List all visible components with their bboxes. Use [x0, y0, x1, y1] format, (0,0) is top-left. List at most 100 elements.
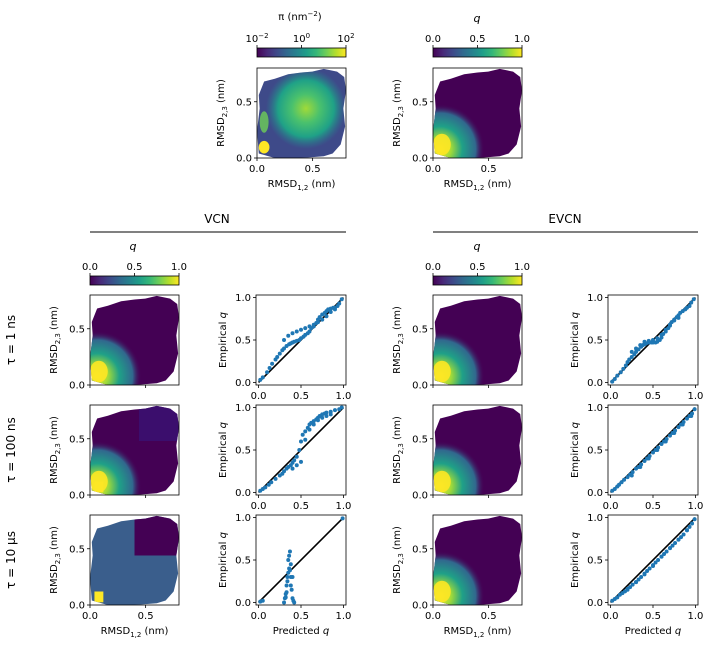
heatmap-peak	[433, 133, 451, 156]
scatter-point	[303, 437, 308, 442]
scatter-point	[692, 407, 697, 412]
colorbar-tick-label: 0.5	[470, 262, 486, 273]
scatter-point	[630, 470, 635, 475]
scatter-point	[630, 582, 635, 587]
colorbar-gradient	[432, 47, 523, 58]
scatter-point	[634, 346, 639, 351]
scatter-point	[672, 318, 677, 323]
scatter-point	[286, 558, 291, 562]
colorbar-gradient	[256, 47, 347, 58]
scatter-point	[676, 425, 681, 430]
scatter-point	[299, 439, 303, 444]
heatmap-peak	[433, 580, 451, 603]
scatter-point	[628, 585, 633, 590]
scatter-point	[659, 442, 664, 447]
scatter-point	[638, 464, 643, 469]
heatmap-field	[90, 405, 179, 495]
heatmap-peak	[259, 111, 269, 133]
scatter-point	[307, 329, 312, 334]
q-colorbar-title: q	[474, 12, 481, 25]
scatter-point	[681, 532, 686, 537]
tau-label-1: τ = 100 ns	[4, 417, 18, 482]
heatmap-block	[94, 481, 104, 493]
scatter-point	[287, 568, 292, 573]
y-tick-label: 0.5	[412, 324, 428, 335]
scatter-point	[655, 336, 660, 341]
scatter-point	[297, 448, 302, 452]
colorbar-tick-label: 0.5	[470, 34, 486, 45]
scatter-point	[673, 541, 678, 546]
scatter-point	[653, 560, 658, 565]
colorbar-tick-label: 0.5	[127, 262, 143, 273]
q-heatmap: 0.00.0 0.5 0.5 RMSD2,3 (nm) RMSD1,2 (nm)	[392, 67, 523, 192]
y-tick-label: 0.0	[69, 381, 85, 392]
scatter-point	[294, 463, 299, 468]
scatter-point	[634, 349, 639, 354]
y-tick-label: 0.5	[235, 556, 251, 567]
y-tick-label: 0.5	[69, 324, 85, 335]
heatmap-peak	[433, 360, 451, 383]
scatter-point	[328, 309, 333, 314]
heatmap-field	[90, 295, 179, 385]
scatter-point	[612, 377, 617, 382]
vcn-colorbar-title: q	[130, 240, 137, 253]
y-tick-label: 0.5	[412, 97, 428, 108]
evcn-colorbar-title: q	[474, 240, 481, 253]
y-tick-label: 0.0	[587, 488, 603, 499]
scatter-point	[684, 416, 689, 421]
y-tick-label: 1.0	[587, 293, 603, 304]
scatter-point	[324, 414, 329, 419]
x-tick-label: 1.0	[335, 391, 351, 402]
vcn-scatter-1: 0.00.0 0.5 0.5 1.0 1.0 Empirical q	[218, 403, 351, 512]
scatter-point	[320, 317, 325, 322]
scatter-point	[290, 574, 295, 579]
x-tick-label: 0.5	[645, 391, 661, 402]
scatter-point	[651, 563, 655, 568]
y-tick-label: 0.0	[587, 598, 603, 609]
heatmap-peak	[90, 360, 108, 383]
heatmap-peak	[258, 140, 270, 154]
scatter-point	[311, 422, 316, 427]
evcn-heatmap-1: 0.0 0.5 RMSD2,3 (nm)	[392, 404, 523, 502]
scatter-point	[663, 439, 668, 444]
y-tick-label: 0.0	[235, 378, 251, 389]
y-tick-label: 1.0	[235, 513, 251, 524]
scatter-point	[294, 329, 299, 334]
scatter-point	[691, 297, 696, 302]
x-tick-label: 0.5	[305, 164, 321, 175]
scatter-point	[267, 366, 272, 371]
scatter-point	[299, 459, 303, 464]
scatter-point	[687, 524, 692, 529]
x-tick-label: 0.5	[293, 611, 309, 622]
scatter-point	[300, 432, 305, 437]
y-tick-label: 0.0	[412, 601, 428, 612]
scatter-point	[625, 587, 630, 592]
scatter-point	[283, 595, 288, 600]
y-tick-label: 0.5	[587, 336, 603, 347]
evcn-header: EVCN	[548, 212, 581, 226]
scatter-point	[659, 332, 664, 337]
heatmap-peak	[433, 470, 451, 493]
x-tick-label: 1.0	[687, 391, 703, 402]
pi-colorbar-title: π (nm−2)	[278, 10, 322, 23]
heatmap-field	[433, 515, 522, 605]
x-tick-label: 0.0	[603, 391, 619, 402]
scatter-point	[680, 422, 685, 427]
scatter-point	[286, 333, 291, 338]
scatter-point	[642, 459, 647, 464]
y-tick-label: 0.5	[412, 434, 428, 445]
scatter-point	[260, 375, 265, 380]
y-tick-label: 1.0	[587, 403, 603, 414]
colorbar-tick-label: 1.0	[514, 262, 530, 273]
scatter-point	[618, 370, 623, 375]
scatter-point	[646, 338, 651, 343]
scatter-point	[339, 405, 344, 410]
x-tick-label: 0.5	[481, 164, 497, 175]
scatter-point	[627, 357, 632, 362]
scatter-point	[667, 546, 672, 551]
heatmap-blob	[257, 68, 346, 158]
heatmap-block	[134, 515, 179, 556]
scatter-point	[619, 480, 624, 485]
x-tick-label: 0.5	[481, 611, 497, 622]
scatter-point	[332, 307, 337, 312]
